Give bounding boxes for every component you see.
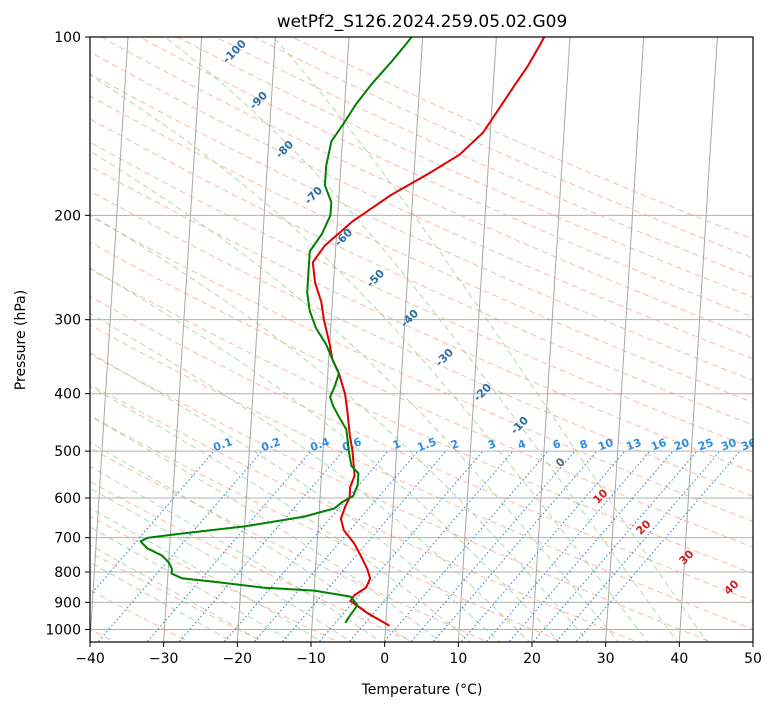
mixing-ratio-label: 2 [449, 437, 461, 452]
mixing-ratio-label: 16 [649, 436, 668, 454]
dry-adiabat-line [90, 215, 753, 523]
moist-adiabat-line [90, 526, 294, 642]
x-tick-label: −20 [223, 651, 253, 667]
mixing-ratio-line [460, 450, 626, 642]
mixing-ratio-line [555, 450, 721, 642]
moist-adiabat-line [90, 415, 442, 642]
mixing-ratio-line [508, 450, 674, 642]
moist-adiabat-line [90, 351, 501, 642]
mixing-ratio-line [432, 450, 598, 642]
isotherm-line [310, 37, 350, 642]
x-tick-label: 0 [380, 651, 389, 667]
x-tick-label: −10 [296, 651, 326, 667]
isotherm-line [678, 37, 718, 642]
y-tick-label: 500 [54, 444, 81, 460]
mixing-ratio-line [410, 450, 576, 642]
isotherm-line [163, 37, 203, 642]
x-tick-label: 20 [523, 651, 541, 667]
x-tick-label: −30 [149, 651, 179, 667]
isotherm-line [457, 37, 497, 642]
dry-adiabat-line [90, 415, 564, 642]
plot-area: 0.1 0.2 0.4 0.6 1 1.5 2 3 4 6 8 10 13 16 20 25 30 36-100-… [90, 37, 758, 642]
moist-adiabat-line [90, 267, 560, 642]
isotherm-line [90, 37, 129, 642]
dry-adiabat-line [90, 241, 753, 548]
moist-adiabat-line [90, 213, 590, 642]
mixing-ratio-line [281, 450, 447, 642]
mixing-ratio-line [90, 450, 215, 597]
chart-title: wetPf2_S126.2024.259.05.02.G09 [277, 12, 568, 32]
mixing-ratio-line [532, 450, 698, 642]
temperature-profile-line [311, 37, 546, 627]
y-tick-label: 300 [54, 313, 81, 329]
isotherm-line [236, 37, 276, 642]
mixing-ratio-line [575, 450, 741, 642]
mixing-ratio-line [97, 450, 263, 642]
x-tick-label: 10 [449, 651, 467, 667]
dry-adiabat-line [90, 190, 753, 497]
profile-series [139, 37, 546, 627]
mixing-ratio-label: 8 [578, 437, 590, 452]
mixing-ratio-line [383, 450, 549, 642]
mixing-ratio-label: 3 [486, 437, 498, 452]
moist-adiabat-line [90, 441, 412, 642]
dry-adiabat-line [176, 37, 753, 298]
mixing-ratio-label: 6 [551, 437, 563, 452]
isotherm-line [605, 37, 645, 642]
mixing-ratio-line [485, 450, 651, 642]
mixing-ratio-label: 1 [391, 437, 403, 452]
mixing-ratio-label: 0.1 [211, 435, 234, 454]
x-tick-label: −40 [75, 651, 105, 667]
x-tick-label: 50 [744, 651, 762, 667]
y-tick-label: 1000 [45, 622, 81, 638]
x-axis-label: Temperature (°C) [361, 682, 483, 698]
pressure-gridlines [90, 37, 753, 630]
mixing-ratio-line [146, 450, 312, 642]
mixing-ratio-label: 20 [672, 436, 691, 454]
y-tick-label: 200 [54, 208, 81, 224]
y-tick-label: 900 [54, 595, 81, 611]
x-tick-label: 30 [597, 651, 615, 667]
isotherm-line [384, 37, 424, 642]
dry-adiabat-line [90, 51, 753, 360]
y-tick-label: 800 [54, 565, 81, 581]
mixing-ratio-line [253, 450, 419, 642]
y-tick-label: 600 [54, 491, 81, 507]
dewpoint-profile-line [139, 37, 413, 624]
mixing-ratio-label: 1.5 [415, 435, 438, 454]
y-axis-label: Pressure (hPa) [13, 290, 29, 390]
mixing-ratio-label: 0.4 [308, 435, 331, 454]
mixing-ratio-label: 30 [719, 436, 738, 454]
mixing-ratio-label: 36 [739, 436, 758, 454]
dry-adiabat-line [90, 95, 753, 404]
y-tick-label: 100 [54, 30, 81, 46]
y-tick-label: 700 [54, 531, 81, 547]
isotherm-line [531, 37, 571, 642]
mixing-ratio-label: 10 [596, 436, 615, 454]
moist-adiabat-line [90, 544, 264, 642]
mixing-ratio-label: 13 [624, 436, 643, 453]
mixing-ratio-label: 0.2 [259, 435, 282, 454]
dry-adiabat-line [100, 37, 753, 339]
mixing-ratio-line [178, 450, 344, 642]
mixing-ratio-line [318, 450, 484, 642]
mixing-ratio-label: 4 [516, 437, 528, 452]
x-tick-label: 40 [670, 651, 688, 667]
plot-frame [89, 36, 754, 643]
y-tick-label: 400 [54, 387, 81, 403]
y-axis-ticks: 100 200 300 400 500 600 700 800 900 1000 [45, 30, 90, 638]
mixing-ratio-label: 25 [696, 436, 715, 453]
skewed-isotherms [90, 37, 753, 642]
x-axis-ticks: −40 −30 −20 −10 0 10 20 30 40 50 [75, 642, 762, 667]
mixing-ratio-line [348, 450, 514, 642]
